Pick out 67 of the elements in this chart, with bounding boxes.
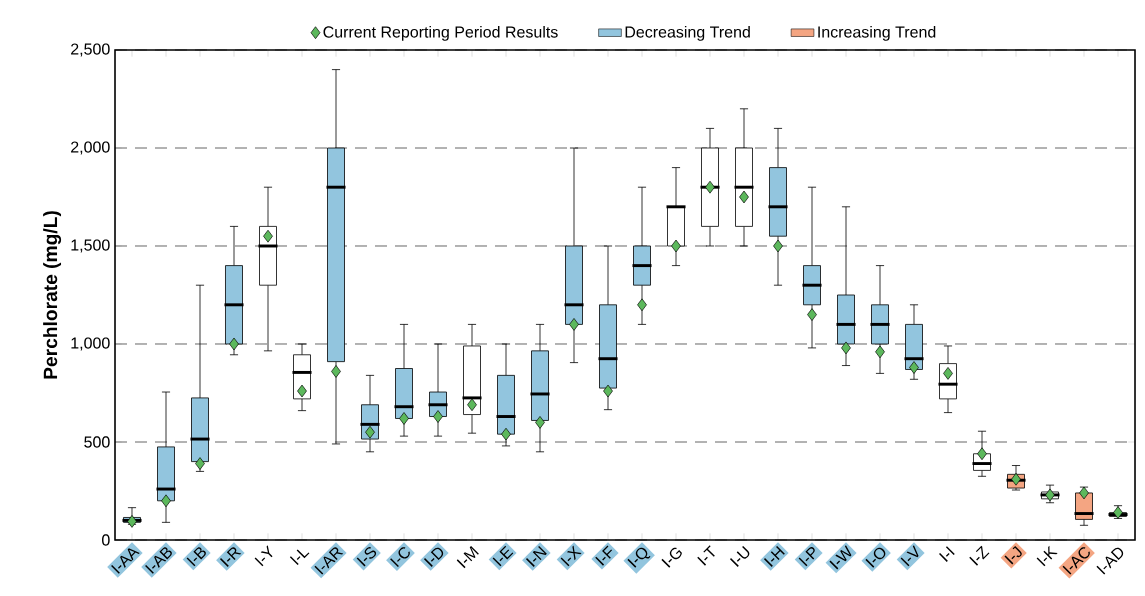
point xyxy=(603,384,613,398)
point xyxy=(195,457,205,470)
point xyxy=(875,345,885,359)
y-tick-label: 2,500 xyxy=(71,43,110,57)
point xyxy=(535,416,545,429)
point xyxy=(773,239,783,253)
x-tick-label: I-P xyxy=(798,547,815,567)
x-tick-label: I-D xyxy=(423,547,444,567)
y-tick-label: 1,000 xyxy=(71,337,110,351)
point xyxy=(1079,486,1089,500)
point xyxy=(671,239,681,253)
x-tick-label: I-G xyxy=(661,547,682,568)
point xyxy=(297,384,307,398)
point xyxy=(569,318,579,331)
x-tick-label: I-Q xyxy=(627,547,651,568)
point xyxy=(229,337,239,351)
point xyxy=(399,412,409,425)
point xyxy=(1011,472,1021,486)
point xyxy=(127,515,137,528)
point xyxy=(365,425,375,439)
point xyxy=(977,447,987,461)
point xyxy=(1113,506,1123,519)
y-tick-label: 500 xyxy=(84,436,110,448)
point xyxy=(807,308,817,321)
y-tick-label: 1,500 xyxy=(71,239,110,253)
x-tick-label: I-U xyxy=(729,545,750,567)
point xyxy=(433,410,443,423)
y-axis-title: Perchlorate (mg/L) xyxy=(43,211,62,379)
legend-label: Current Reporting Period Results xyxy=(323,25,558,41)
point xyxy=(263,229,273,243)
y-tick-label: 2,000 xyxy=(71,141,110,155)
x-tick-label: I-AB xyxy=(145,547,172,574)
x-tick-label: I-Z xyxy=(969,545,990,566)
x-tick-label: I-N xyxy=(525,546,547,567)
point xyxy=(637,298,647,312)
x-tick-label: I-H xyxy=(763,546,785,567)
x-tick-label: I-K xyxy=(1036,545,1058,567)
x-tick-label: I-B xyxy=(186,547,206,567)
point xyxy=(841,341,851,355)
point xyxy=(501,427,511,441)
y-tick-label: 0 xyxy=(102,534,110,546)
point xyxy=(909,361,919,374)
x-tick-label: I-O xyxy=(865,547,886,568)
x-tick-label: I-S xyxy=(356,547,377,567)
x-tick-label: I-V xyxy=(900,545,919,567)
x-tick-label: I-I xyxy=(939,546,955,562)
x-tick-label: I-J xyxy=(1004,545,1022,565)
x-tick-label: I-R xyxy=(219,547,242,567)
x-tick-label: I-AA xyxy=(111,548,140,574)
point xyxy=(467,398,477,412)
x-tick-label: I-E xyxy=(492,545,514,567)
x-tick-label: I-M xyxy=(456,546,479,569)
x-tick-label: I-L xyxy=(289,549,310,566)
x-tick-label: I-F xyxy=(595,545,613,566)
point xyxy=(739,190,749,204)
x-tick-label: I-T xyxy=(697,545,715,566)
legend-label: Decreasing Trend xyxy=(625,25,750,41)
point xyxy=(161,494,171,508)
point xyxy=(331,365,341,378)
point xyxy=(705,180,715,194)
x-tick-label: I-W xyxy=(829,545,852,570)
point xyxy=(943,367,953,380)
x-tick-label: I-X xyxy=(560,545,582,567)
point xyxy=(1045,488,1055,502)
x-tick-label: I-C xyxy=(390,547,410,568)
x-tick-label: I-Y xyxy=(254,545,273,567)
legend-label: Increasing Trend xyxy=(818,25,936,41)
